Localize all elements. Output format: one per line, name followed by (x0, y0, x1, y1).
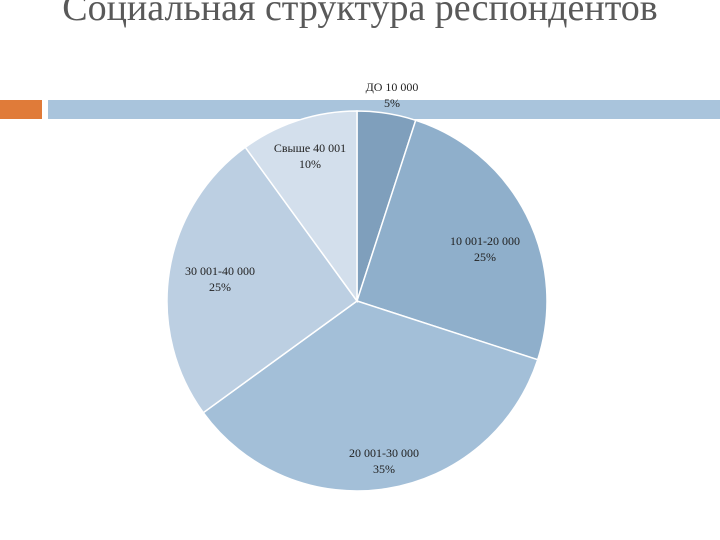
title-rule-bar (48, 100, 720, 119)
slice-value-label: 10% (299, 157, 321, 171)
pie-labels: ДО 10 000 5% 10 001-20 000 25% 20 001-30 000… (185, 80, 520, 476)
slice-value-label: 35% (373, 462, 395, 476)
pie-slice (202, 300, 539, 492)
slice-label: Свыше 40 001 (274, 141, 346, 155)
slide-title: Социальная структура респондентов (62, 0, 658, 29)
slice-value-label: 5% (384, 96, 400, 110)
pie-slices (166, 110, 548, 492)
pie-slice (356, 119, 548, 361)
accent-bar (0, 100, 42, 119)
pie-slice (166, 146, 359, 414)
slice-value-label: 25% (209, 280, 231, 294)
pie-slice (244, 110, 358, 304)
slice-label: 20 001-30 000 (349, 446, 419, 460)
slice-label: 30 001-40 000 (185, 264, 255, 278)
slice-label: ДО 10 000 (366, 80, 419, 94)
slice-value-label: 25% (474, 250, 496, 264)
slice-label: 10 001-20 000 (450, 234, 520, 248)
